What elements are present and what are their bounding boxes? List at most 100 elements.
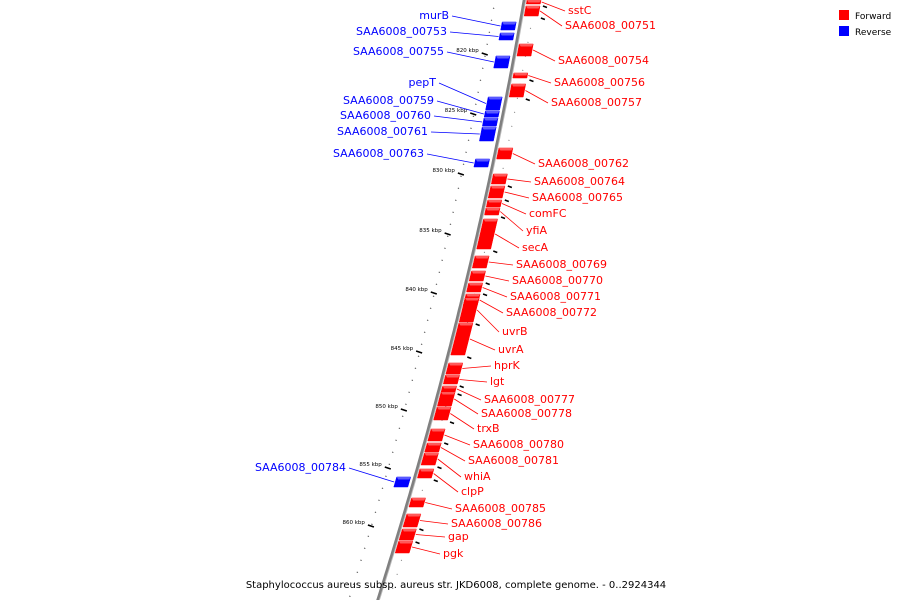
reverse-gene-pepT[interactable] [485,96,503,111]
minor-tick [426,319,429,322]
reverse-gene-label[interactable]: SAA6008_00753 [356,25,447,38]
forward-gene-label[interactable]: SAA6008_00751 [565,19,656,32]
forward-gene-label[interactable]: SAA6008_00754 [558,54,649,67]
forward-gene-secA[interactable] [476,218,498,250]
forward-gene-label[interactable]: uvrA [498,343,524,356]
forward-gene-label[interactable]: SAA6008_00770 [512,274,603,287]
minor-tick [400,559,403,561]
forward-gene-SAA6008_00762[interactable] [496,147,514,160]
forward-gene-SAA6008_00785[interactable] [408,497,426,508]
reverse-gene-SAA6008_00755[interactable] [493,55,511,69]
forward-gene-SAA6008_00780[interactable] [427,428,446,442]
forward-gene-SAA6008_00781[interactable] [424,442,442,453]
reverse-gene-label[interactable]: SAA6008_00755 [353,45,444,58]
minor-tick [452,211,454,214]
forward-gene-label[interactable]: pgk [443,547,464,560]
forward-gene-lgt[interactable] [442,374,460,385]
forward-gene-uvrA-highlight [458,323,473,326]
tick-label: 830 kbp [432,168,455,174]
forward-gene-uvrB[interactable] [458,297,480,323]
reverse-gene-label[interactable]: SAA6008_00759 [343,94,434,107]
forward-gene-gap[interactable] [398,528,417,541]
forward-gene-label[interactable]: SAA6008_00778 [481,407,572,420]
reverse-gene-SAA6008_00784[interactable] [393,476,412,488]
forward-gene-sstC[interactable] [526,0,542,5]
genome-caption: Staphylococcus aureus subsp. aureus str.… [246,580,666,591]
minor-tick [454,199,457,202]
forward-gene-comFC[interactable] [485,199,503,208]
forward-gene-label[interactable]: SAA6008_00772 [506,306,597,319]
minor-tick [378,499,380,502]
minor-tick [529,27,532,29]
reverse-gene-SAA6008_00753[interactable] [498,32,515,41]
gene-end-tick [504,199,510,203]
forward-gene-label[interactable]: lgt [490,375,505,388]
forward-gene-SAA6008_00780-highlight [431,429,446,432]
forward-gene-label[interactable]: SAA6008_00769 [516,258,607,271]
reverse-gene-label[interactable]: SAA6008_00761 [337,125,428,138]
forward-gene-label[interactable]: SAA6008_00780 [473,438,564,451]
forward-gene-clpP[interactable] [417,468,435,479]
major-tick [457,172,465,176]
forward-gene-uvrA[interactable] [450,322,474,356]
forward-gene-label[interactable]: SAA6008_00781 [468,454,559,467]
forward-gene-trxB[interactable] [433,406,452,421]
forward-gene-label[interactable]: SAA6008_00756 [554,76,645,89]
minor-tick [474,103,477,106]
forward-gene-hprK[interactable] [445,362,464,375]
gene-end-tick [433,479,439,483]
reverse-gene-pepT-highlight [488,97,503,100]
reverse-gene-label[interactable]: pepT [409,76,437,89]
forward-gene-pgk[interactable] [394,540,414,554]
forward-gene-label[interactable]: uvrB [502,325,528,338]
forward-gene-SAA6008_00751[interactable] [523,5,541,17]
forward-gene-label[interactable]: SAA6008_00785 [455,502,546,515]
forward-gene-gap-highlight [402,529,417,532]
legend: Forward Reverse [839,10,892,38]
forward-gene-label[interactable]: SAA6008_00764 [534,175,625,188]
reverse-gene-label[interactable]: murB [419,9,449,22]
reverse-gene-SAA6008_00761[interactable] [479,126,497,142]
forward-gene-label[interactable]: sstC [568,4,592,17]
leader-line [541,1,566,12]
forward-gene-label[interactable]: hprK [494,359,520,372]
forward-gene-SAA6008_00764[interactable] [490,173,508,185]
reverse-gene-label[interactable]: SAA6008_00760 [340,109,431,122]
forward-gene-label[interactable]: SAA6008_00777 [484,393,575,406]
gene-end-tick [443,442,449,446]
forward-gene-label[interactable]: SAA6008_00762 [538,157,629,170]
forward-gene-label[interactable]: trxB [477,422,500,435]
forward-gene-label[interactable]: secA [522,241,549,254]
forward-gene-whiA[interactable] [420,452,439,466]
forward-gene-label[interactable]: yfiA [526,224,547,237]
forward-gene-SAA6008_00771[interactable] [466,282,484,293]
forward-gene-SAA6008_00756[interactable] [512,72,529,79]
forward-gene-label[interactable]: gap [448,530,469,543]
forward-gene-SAA6008_00765[interactable] [487,185,506,199]
tick-label: 855 kbp [359,462,382,468]
forward-gene-label[interactable]: whiA [464,470,491,483]
leader-line [499,211,524,232]
forward-gene-SAA6008_00754[interactable] [516,43,534,57]
forward-gene-label[interactable]: SAA6008_00765 [532,191,623,204]
forward-gene-SAA6008_00778[interactable] [437,391,456,407]
forward-gene-SAA6008_00770[interactable] [468,270,486,282]
forward-gene-SAA6008_00769[interactable] [471,255,490,269]
forward-gene-label[interactable]: clpP [461,485,484,498]
reverse-gene-label[interactable]: SAA6008_00763 [333,147,424,160]
leader-line [488,261,514,266]
forward-gene-secA-highlight [483,219,498,222]
forward-gene-SAA6008_00757[interactable] [508,83,527,98]
reverse-gene-SAA6008_00763[interactable] [473,158,490,168]
forward-gene-yfiA[interactable] [484,207,501,216]
forward-gene-label[interactable]: SAA6008_00757 [551,96,642,109]
reverse-gene-label[interactable]: SAA6008_00784 [255,461,346,474]
reverse-gene-SAA6008_00759[interactable] [483,110,500,118]
forward-gene-label[interactable]: SAA6008_00786 [451,517,542,530]
minor-tick [527,41,529,43]
reverse-gene-SAA6008_00760[interactable] [482,117,499,127]
reverse-gene-murB[interactable] [500,21,517,31]
forward-gene-SAA6008_00786[interactable] [402,513,422,528]
forward-gene-label[interactable]: SAA6008_00771 [510,290,601,303]
forward-gene-label[interactable]: comFC [529,207,567,220]
